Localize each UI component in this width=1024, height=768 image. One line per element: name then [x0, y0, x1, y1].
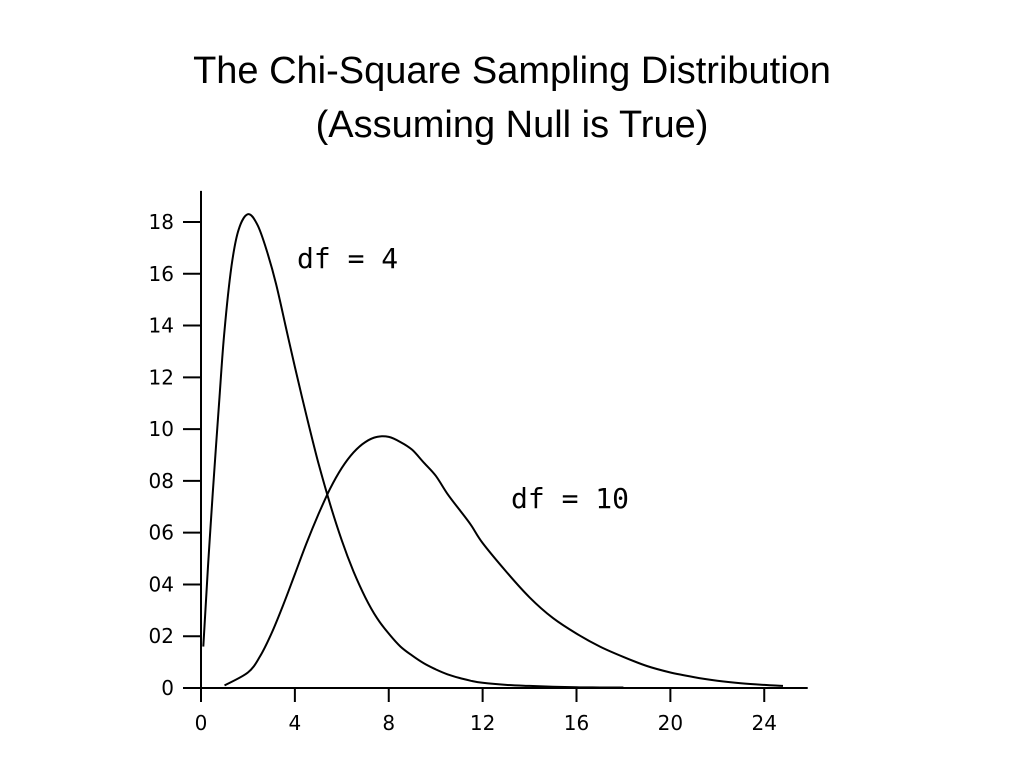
series-line-1: [202, 213, 624, 689]
x-tick-label: 20: [658, 711, 683, 735]
y-tick-label: 0: [161, 676, 174, 700]
y-tick-label: 12: [149, 365, 174, 389]
y-tick-label: 08: [149, 469, 174, 493]
y-tick-label: 04: [149, 572, 174, 596]
series-label-2: df = 10: [511, 482, 629, 515]
series-label-1: df = 4: [297, 242, 398, 275]
series-line-2: [224, 435, 784, 687]
y-tick-label: 16: [149, 262, 174, 286]
x-tick-label: 4: [289, 711, 302, 735]
slide-title-line-2: (Assuming Null is True): [315, 104, 709, 146]
x-tick-label: 0: [195, 711, 208, 735]
slide-title-line-1: The Chi-Square Sampling Distribution: [193, 50, 831, 92]
x-tick-label: 16: [564, 711, 589, 735]
y-tick-label: 06: [149, 521, 174, 545]
x-tick-label: 8: [382, 711, 395, 735]
slide-title: The Chi-Square Sampling Distribution (As…: [0, 44, 1024, 152]
x-tick-label: 12: [470, 711, 495, 735]
y-tick-label: 10: [149, 417, 174, 441]
y-tick-label: 18: [149, 210, 174, 234]
y-tick-label: 02: [149, 624, 174, 648]
y-tick-label: 14: [149, 314, 174, 338]
x-tick-label: 24: [752, 711, 777, 735]
